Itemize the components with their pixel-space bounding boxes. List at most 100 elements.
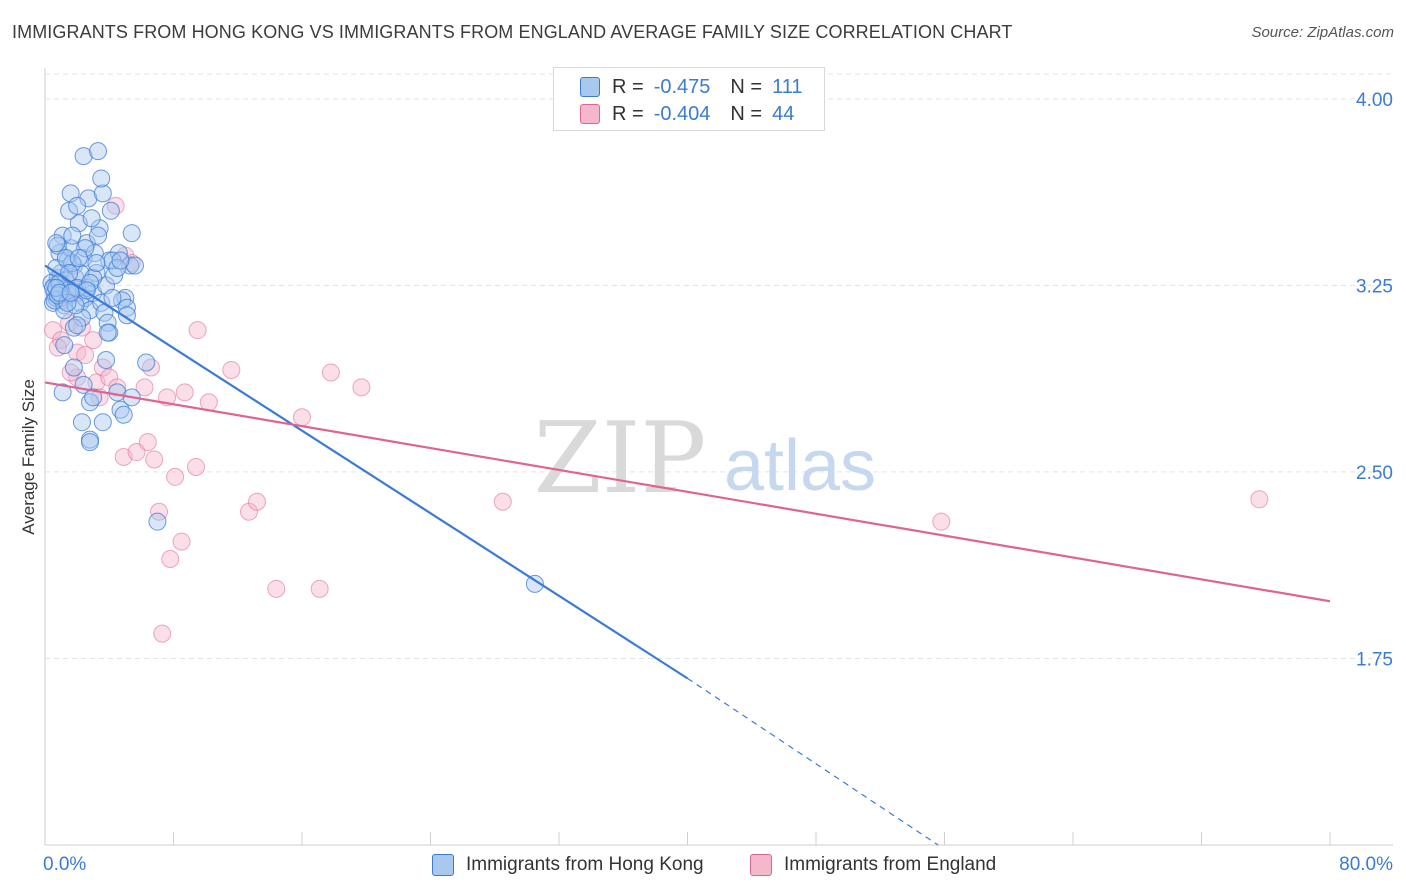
data-point-hong-kong [103, 288, 122, 307]
data-point-hong-kong [84, 388, 103, 407]
data-point-hong-kong [55, 336, 74, 355]
legend-n-value: 44 [772, 102, 795, 125]
data-point-england [84, 331, 103, 350]
legend-r-value: -0.475 [653, 75, 711, 98]
data-point-england [127, 443, 146, 462]
data-point-england [310, 579, 329, 598]
legend-swatch-england [750, 854, 772, 876]
y-tick-label: 2.50 [1356, 463, 1393, 484]
x-tick-label-max: 80.0% [1339, 854, 1393, 875]
legend-r-label: R = [612, 102, 644, 125]
watermark-zip: ZIP [534, 402, 707, 516]
data-point-hong-kong [93, 184, 112, 203]
data-point-england [172, 532, 191, 551]
data-point-england [352, 378, 371, 397]
data-point-england [493, 492, 512, 511]
data-point-hong-kong [125, 256, 144, 275]
data-point-hong-kong [80, 433, 99, 452]
legend-item-hong-kong[interactable]: Immigrants from Hong Kong [432, 852, 704, 878]
data-point-hong-kong [68, 316, 87, 335]
trendline-england [44, 381, 1331, 603]
data-point-hong-kong [122, 224, 141, 243]
data-point-england [153, 624, 172, 643]
data-point-hong-kong [82, 209, 101, 228]
data-point-england [106, 196, 125, 215]
data-point-hong-kong [109, 244, 128, 263]
data-point-hong-kong [69, 249, 88, 268]
x-tick-label-min: 0.0% [43, 854, 86, 875]
data-point-hong-kong [89, 226, 108, 245]
data-point-england [175, 383, 194, 402]
data-point-england [138, 433, 157, 452]
legend-r-value: -0.404 [653, 102, 711, 125]
data-point-england [267, 579, 286, 598]
legend-label-hong-kong: Immigrants from Hong Kong [466, 854, 704, 875]
watermark-atlas: atlas [724, 426, 876, 506]
trendline-hong-kong-extension [687, 677, 939, 846]
data-point-hong-kong [64, 318, 83, 337]
data-point-hong-kong [98, 323, 117, 342]
data-point-hong-kong [80, 393, 99, 412]
y-tick-label: 3.25 [1356, 276, 1393, 297]
data-point-hong-kong [93, 413, 112, 432]
data-point-hong-kong [111, 251, 130, 270]
stats-legend: R = -0.475 N = 111 R = -0.404 N = 44 [553, 67, 825, 131]
source-label: Source: ZipAtlas.com [1251, 24, 1394, 41]
data-point-hong-kong [137, 353, 156, 372]
data-point-england [61, 363, 80, 382]
data-point-england [186, 457, 205, 476]
data-point-hong-kong [74, 147, 93, 166]
data-point-england [222, 360, 241, 379]
y-tick-label: 4.00 [1356, 90, 1393, 111]
data-point-england [142, 358, 161, 377]
data-point-hong-kong [76, 239, 95, 258]
data-point-hong-kong [117, 306, 136, 325]
data-point-hong-kong [61, 283, 80, 302]
data-point-hong-kong [525, 574, 544, 593]
data-point-hong-kong [87, 263, 106, 282]
data-point-hong-kong [101, 201, 120, 220]
data-point-hong-kong [60, 263, 79, 282]
data-point-hong-kong [117, 298, 136, 317]
legend-n-value: 111 [772, 75, 803, 98]
data-point-hong-kong [97, 351, 116, 370]
data-point-england [145, 450, 164, 469]
data-point-hong-kong [53, 226, 72, 245]
data-point-hong-kong [148, 512, 167, 531]
data-point-england [108, 378, 127, 397]
data-point-hong-kong [53, 383, 72, 402]
data-point-england [188, 321, 207, 340]
data-point-england [166, 467, 185, 486]
data-point-england [135, 378, 154, 397]
data-point-england [1250, 490, 1269, 509]
legend-row-hk: R = -0.475 N = 111 [580, 74, 803, 100]
data-point-england [248, 492, 267, 511]
legend-n-label: N = [730, 102, 763, 125]
legend-n-label: N = [730, 75, 763, 98]
data-point-hong-kong [89, 142, 108, 161]
data-point-hong-kong [114, 405, 133, 424]
legend-item-england[interactable]: Immigrants from England [750, 852, 996, 878]
legend-swatch-en [580, 104, 600, 124]
data-point-hong-kong [87, 254, 106, 273]
data-point-hong-kong [68, 196, 87, 215]
chart-title: IMMIGRANTS FROM HONG KONG VS IMMIGRANTS … [12, 22, 1013, 42]
data-point-hong-kong [64, 358, 83, 377]
trendline-hong-kong [44, 264, 689, 680]
data-point-england [161, 549, 180, 568]
data-point-hong-kong [47, 234, 66, 253]
y-tick-label: 1.75 [1356, 649, 1393, 670]
data-point-hong-kong [47, 278, 66, 297]
data-point-england [293, 408, 311, 427]
data-point-hong-kong [56, 249, 75, 268]
data-point-england [321, 363, 340, 382]
legend-label-england: Immigrants from England [784, 854, 997, 875]
data-point-hong-kong [72, 413, 91, 432]
y-axis-label: Average Family Size [19, 379, 38, 535]
legend-swatch-hk [580, 77, 600, 97]
data-point-hong-kong [79, 189, 98, 208]
legend-swatch-hong-kong [432, 854, 454, 876]
data-point-england [932, 512, 951, 531]
data-point-england [76, 346, 95, 365]
